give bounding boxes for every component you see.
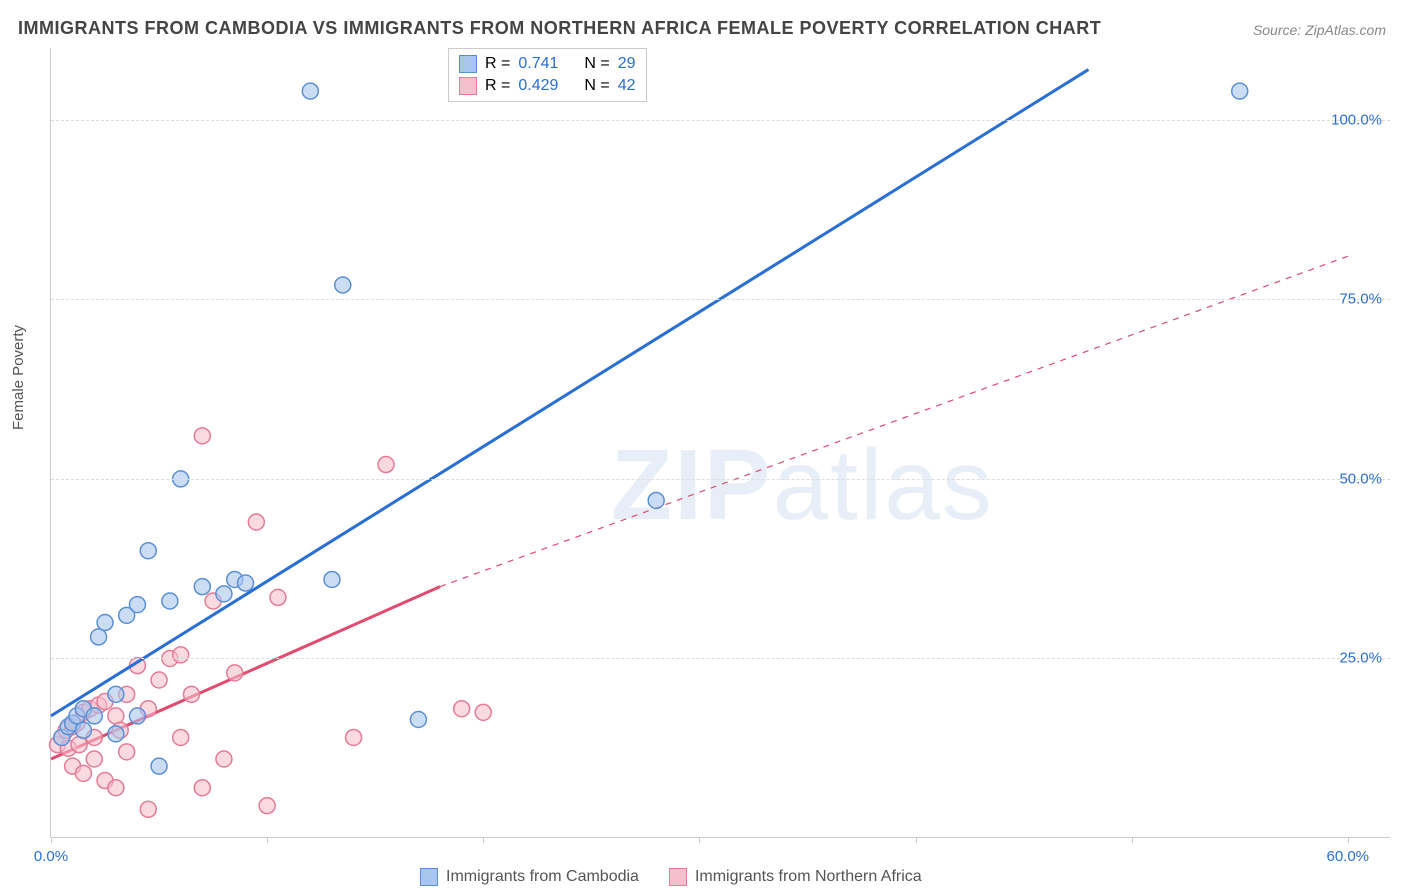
data-point xyxy=(108,726,124,742)
data-point xyxy=(86,708,102,724)
y-tick-label: 50.0% xyxy=(1339,470,1382,487)
x-tick xyxy=(1132,837,1133,843)
data-point xyxy=(129,597,145,613)
r-label: R = xyxy=(485,55,510,73)
data-point xyxy=(91,629,107,645)
legend-label: Immigrants from Northern Africa xyxy=(695,868,922,886)
gridline xyxy=(51,479,1390,480)
x-tick xyxy=(483,837,484,843)
data-point xyxy=(227,665,243,681)
legend-row-nafrica: R = 0.429 N = 42 xyxy=(459,75,636,97)
y-tick-label: 75.0% xyxy=(1339,291,1382,308)
y-tick-label: 100.0% xyxy=(1331,111,1382,128)
legend-row-cambodia: R = 0.741 N = 29 xyxy=(459,53,636,75)
x-tick xyxy=(916,837,917,843)
n-value: 42 xyxy=(618,77,636,95)
gridline xyxy=(51,299,1390,300)
swatch-cambodia xyxy=(459,55,477,73)
data-point xyxy=(216,586,232,602)
n-label: N = xyxy=(584,77,609,95)
data-point xyxy=(238,575,254,591)
x-tick xyxy=(51,837,52,843)
data-point xyxy=(183,686,199,702)
data-point xyxy=(346,729,362,745)
data-point xyxy=(151,758,167,774)
data-point xyxy=(324,571,340,587)
swatch-cambodia xyxy=(420,868,438,886)
plot-area: ZIPatlas 25.0%50.0%75.0%100.0%0.0%60.0% xyxy=(50,48,1390,838)
legend-item-cambodia: Immigrants from Cambodia xyxy=(420,868,639,886)
x-tick xyxy=(1348,837,1349,843)
data-point xyxy=(173,647,189,663)
data-point xyxy=(454,701,470,717)
data-point xyxy=(302,83,318,99)
data-point xyxy=(335,277,351,293)
r-value: 0.741 xyxy=(518,55,558,73)
data-point xyxy=(378,457,394,473)
data-point xyxy=(1232,83,1248,99)
data-point xyxy=(108,780,124,796)
data-point xyxy=(194,780,210,796)
data-point xyxy=(194,428,210,444)
swatch-nafrica xyxy=(669,868,687,886)
data-point xyxy=(108,708,124,724)
gridline xyxy=(51,658,1390,659)
n-label: N = xyxy=(584,55,609,73)
data-point xyxy=(75,765,91,781)
x-tick xyxy=(699,837,700,843)
data-point xyxy=(162,593,178,609)
series-legend: Immigrants from Cambodia Immigrants from… xyxy=(420,868,922,886)
data-point xyxy=(71,737,87,753)
chart-title: IMMIGRANTS FROM CAMBODIA VS IMMIGRANTS F… xyxy=(18,18,1101,39)
x-tick-label: 60.0% xyxy=(1326,848,1369,865)
data-point xyxy=(194,579,210,595)
data-point xyxy=(140,801,156,817)
x-tick xyxy=(267,837,268,843)
source-attribution: Source: ZipAtlas.com xyxy=(1253,22,1386,38)
trend-line-extended xyxy=(440,256,1348,586)
legend-item-nafrica: Immigrants from Northern Africa xyxy=(669,868,922,886)
data-point xyxy=(140,543,156,559)
data-point xyxy=(119,744,135,760)
data-point xyxy=(86,751,102,767)
data-point xyxy=(151,672,167,688)
r-value: 0.429 xyxy=(518,77,558,95)
data-point xyxy=(75,722,91,738)
data-point xyxy=(216,751,232,767)
data-point xyxy=(270,589,286,605)
x-tick-label: 0.0% xyxy=(34,848,68,865)
data-point xyxy=(248,514,264,530)
data-point xyxy=(259,798,275,814)
data-point xyxy=(97,615,113,631)
data-point xyxy=(475,704,491,720)
trend-line xyxy=(51,70,1088,716)
correlation-legend: R = 0.741 N = 29 R = 0.429 N = 42 xyxy=(448,48,647,102)
chart-svg xyxy=(51,48,1390,837)
data-point xyxy=(129,708,145,724)
data-point xyxy=(410,712,426,728)
r-label: R = xyxy=(485,77,510,95)
legend-label: Immigrants from Cambodia xyxy=(446,868,639,886)
y-axis-label: Female Poverty xyxy=(10,325,27,430)
gridline xyxy=(51,120,1390,121)
data-point xyxy=(108,686,124,702)
data-point xyxy=(648,492,664,508)
swatch-nafrica xyxy=(459,77,477,95)
data-point xyxy=(173,729,189,745)
n-value: 29 xyxy=(618,55,636,73)
y-tick-label: 25.0% xyxy=(1339,650,1382,667)
